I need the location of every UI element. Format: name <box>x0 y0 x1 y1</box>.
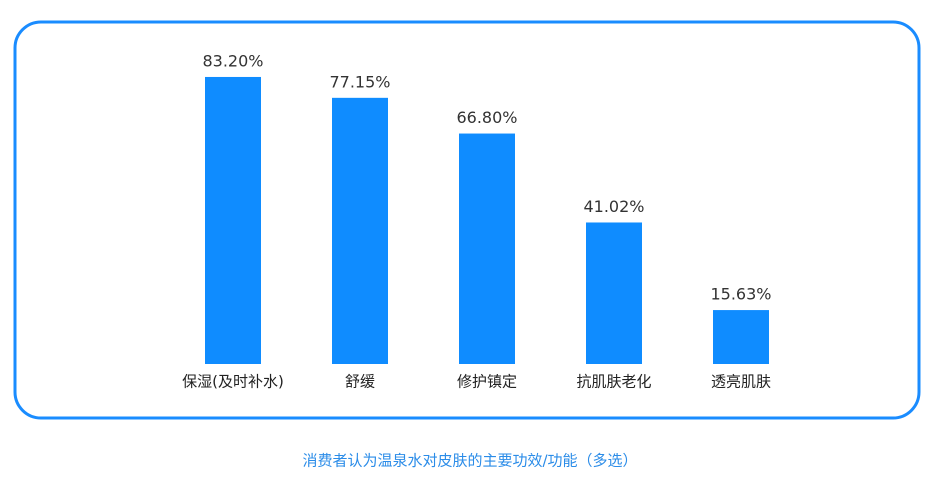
bar <box>586 222 642 364</box>
x-tick-label: 修护镇定 <box>457 373 517 391</box>
value-label: 41.02% <box>583 197 644 216</box>
value-label: 83.20% <box>202 51 263 70</box>
value-label: 66.80% <box>456 108 517 127</box>
value-label: 15.63% <box>710 285 771 304</box>
bar <box>205 76 261 365</box>
x-tick-label: 舒缓 <box>345 373 375 391</box>
x-tick-label: 透亮肌肤 <box>711 373 771 391</box>
chart-title: 消费者认为温泉水对皮肤的主要功效/功能（多选） <box>302 452 637 470</box>
bar <box>713 310 769 364</box>
x-tick-label: 保湿(及时补水) <box>182 373 284 391</box>
bar <box>332 97 388 365</box>
x-tick-label: 抗肌肤老化 <box>576 373 651 391</box>
value-label: 77.15% <box>329 72 390 91</box>
bar <box>459 133 515 364</box>
chart-frame <box>13 20 921 420</box>
